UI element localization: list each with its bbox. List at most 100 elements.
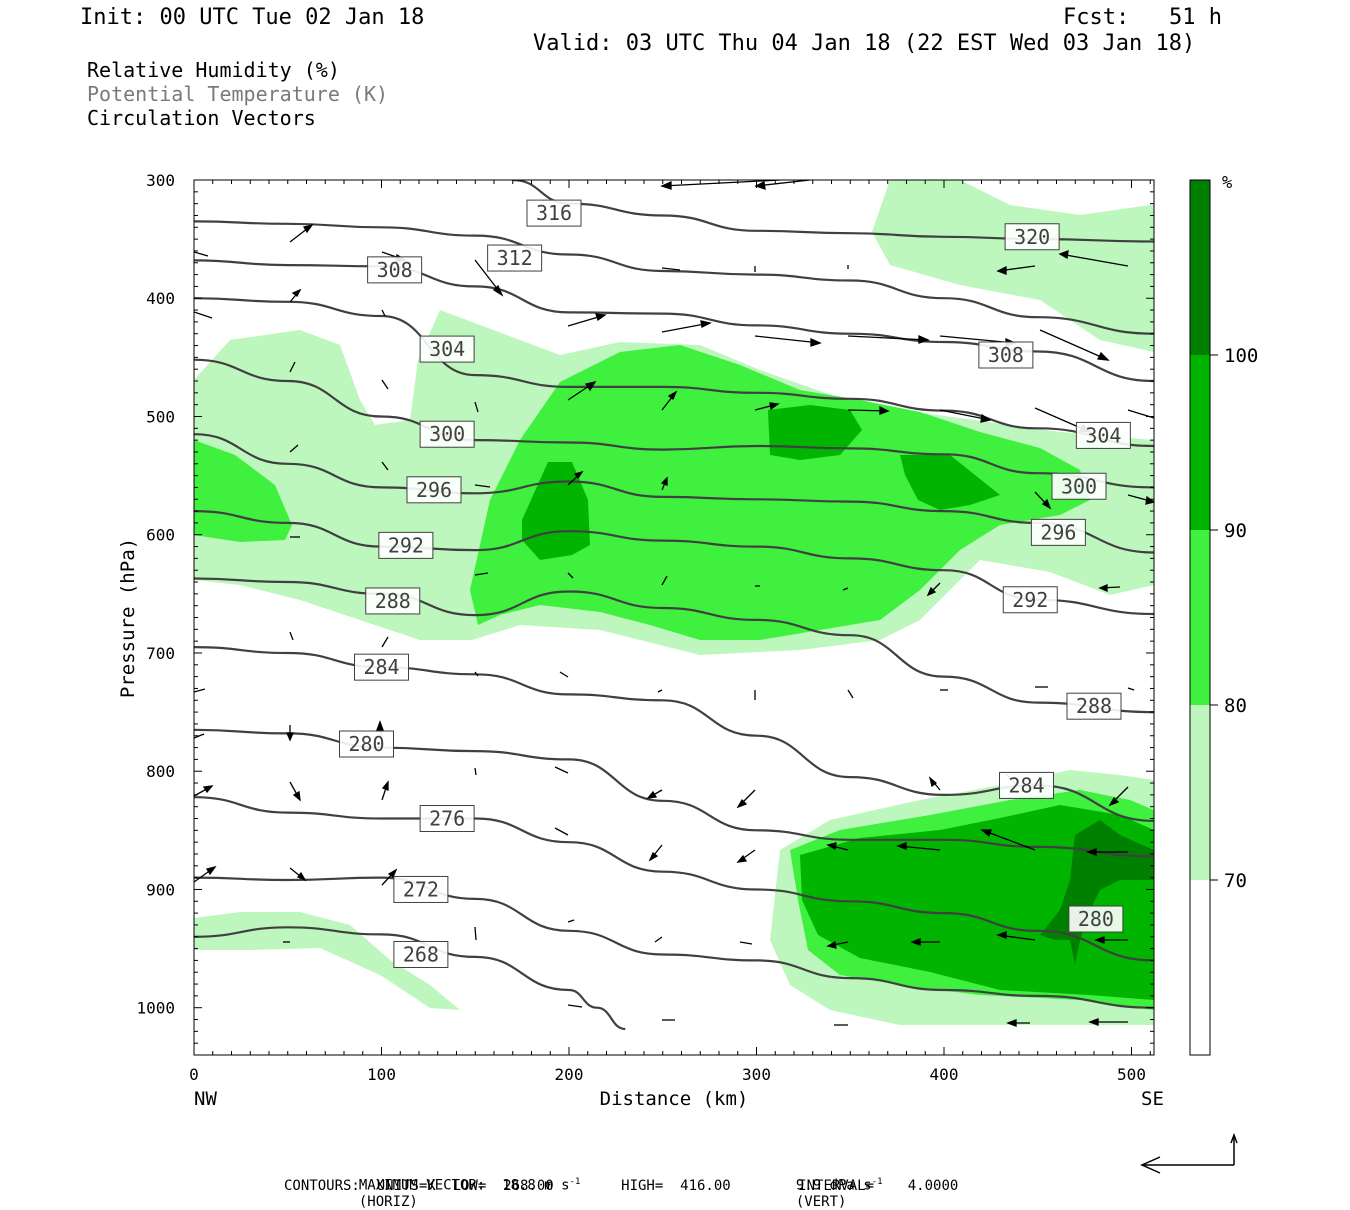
contour-label: 320 [1004, 223, 1060, 251]
contour-label-text: 292 [388, 533, 424, 557]
contour-label-text: 300 [1061, 474, 1097, 498]
unit-exponent: -1 [569, 1177, 581, 1187]
circulation-vector [474, 926, 477, 941]
circulation-vector [474, 572, 489, 576]
axes: 300 400 500 600 700 800 900 1000 0 100 200 300 400 50… [136, 171, 1154, 1084]
circulation-vector [474, 767, 477, 776]
circulation-vector [939, 409, 992, 423]
colorbar-frame [1189, 179, 1211, 1056]
rh-90-region-c [900, 455, 1000, 510]
circulation-vector [926, 582, 941, 597]
circulation-vector [910, 938, 940, 946]
circulation-vector [1006, 1019, 1030, 1027]
contour-label: 280 [339, 730, 394, 758]
circulation-vector [567, 470, 584, 486]
x-tick-label: 300 [742, 1065, 771, 1084]
theta-contour-312 [194, 220, 1154, 335]
y-tick-label: 1000 [136, 999, 175, 1018]
circulation-vector [842, 587, 849, 591]
contour-label-text: 308 [988, 343, 1024, 367]
rh-70-region-lower-left [194, 912, 460, 1010]
circulation-vector [646, 789, 663, 799]
contour-label-text: 304 [1085, 423, 1121, 447]
circulation-vector [654, 936, 663, 943]
contour-label: 272 [393, 875, 449, 903]
circulation-vector [474, 401, 479, 413]
circulation-vector [194, 251, 209, 257]
x-tick-label: 100 [367, 1065, 396, 1084]
unit-exponent: -1 [871, 1177, 883, 1187]
circulation-vector [736, 849, 756, 863]
circulation-vector [826, 940, 849, 949]
circulation-vector [661, 267, 681, 271]
rh-colorbar: 100 90 80 70% [1189, 173, 1258, 1056]
theta-contour-292 [194, 510, 1154, 616]
contour-label-text: 272 [403, 877, 439, 901]
max-vector-horiz-tag: (HORIZ) [358, 1193, 418, 1210]
circulation-vector [381, 309, 386, 317]
circulation-vectors [194, 180, 1154, 1027]
circulation-vector [474, 484, 491, 488]
circulation-vector [648, 844, 663, 862]
circulation-vector [1094, 936, 1128, 944]
theta-contour-300 [194, 358, 1154, 489]
contours-note: CONTOURS: UNITS=K LOW= 268.00 HIGH= 416.… [284, 1178, 959, 1194]
colorbar-band [1190, 530, 1210, 705]
circulation-vector [194, 865, 217, 883]
contour-label-text: 320 [1014, 225, 1050, 249]
circulation-vector [661, 575, 668, 586]
circulation-vector [474, 259, 504, 297]
contour-label: 316 [526, 199, 582, 227]
contour-label: 292 [1002, 586, 1058, 614]
title-potential-temperature: Potential Temperature (K) [87, 82, 389, 106]
x-end-label-se: SE [1141, 1088, 1164, 1110]
circulation-vector [194, 785, 214, 797]
circulation-vector [554, 766, 569, 774]
x-tick-label: 400 [930, 1065, 959, 1084]
colorbar-level-label: 100 [1224, 345, 1258, 367]
circulation-vector [289, 223, 314, 243]
circulation-vector [847, 689, 854, 699]
y-tick-label: 600 [146, 526, 175, 545]
circulation-vector [381, 868, 398, 886]
contour-label: 288 [365, 587, 421, 615]
rh-80-region-left [194, 440, 292, 542]
circulation-vector [567, 1004, 583, 1008]
rh-70-region-upper-right [872, 180, 1154, 352]
contour-label-text: 296 [1040, 520, 1076, 544]
circulation-vector [289, 867, 307, 882]
circulation-vector [847, 334, 930, 344]
contour-label: 304 [1075, 421, 1131, 449]
contour-label: 300 [419, 420, 475, 448]
colorbar-band [1190, 355, 1210, 530]
y-tick-label: 500 [146, 407, 175, 426]
circulation-vector [567, 313, 607, 327]
contour-label-text: 316 [536, 201, 572, 225]
circulation-vector [567, 381, 597, 401]
y-tick-label: 300 [146, 171, 175, 190]
contour-label: 280 [1068, 905, 1124, 933]
theta-contour-268 [194, 926, 626, 1031]
colorbar-band [1190, 180, 1210, 355]
colorbar-level-label: 90 [1224, 520, 1247, 542]
circulation-vector [194, 688, 206, 693]
circulation-vector [381, 379, 389, 390]
y-axis-label: Pressure (hPa) [117, 538, 139, 698]
circulation-vector [567, 919, 575, 923]
contour-label: 308 [978, 341, 1034, 369]
circulation-vector [736, 789, 756, 809]
circulation-vector [996, 931, 1036, 941]
circulation-vector [660, 476, 668, 491]
contour-label-text: 308 [377, 258, 413, 282]
colorbar-band [1190, 880, 1210, 1055]
circulation-vector [559, 671, 569, 678]
circulation-vector [289, 361, 296, 373]
title-relative-humidity: Relative Humidity (%) [87, 58, 340, 82]
valid-time: Valid: 03 UTC Thu 04 Jan 18 (22 EST Wed … [533, 31, 1196, 56]
circulation-vector [1034, 491, 1052, 510]
max-vector-horiz-value: MAXIMUM VECTOR: 18.8 m s [358, 1177, 570, 1194]
rh-90-region-d [800, 805, 1154, 1000]
circulation-vector [289, 781, 301, 802]
x-axis-label: Distance (km) [600, 1088, 749, 1110]
